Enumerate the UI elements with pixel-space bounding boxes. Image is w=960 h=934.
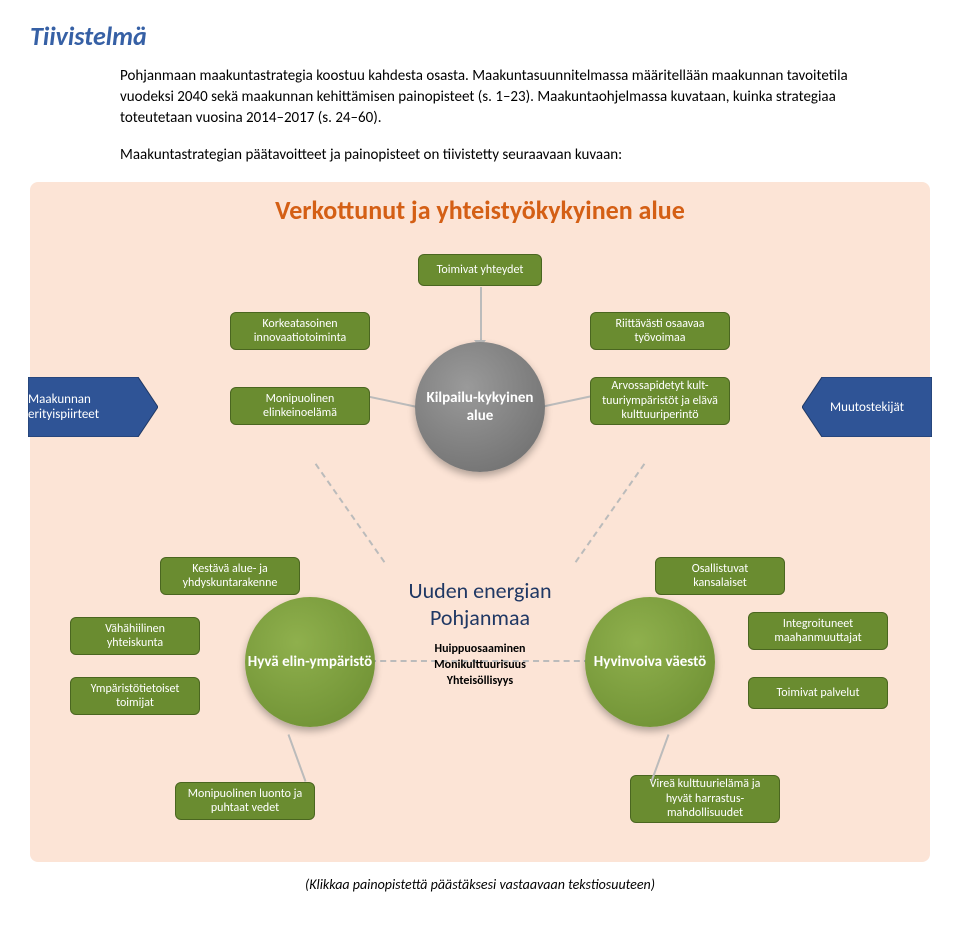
pill-lowcarbon[interactable]: Vähähiilinen yhteiskunta: [70, 617, 200, 655]
connector-line: [480, 287, 482, 342]
hub-environment[interactable]: Hyvä elin-ympäristö: [245, 597, 375, 727]
connector-dash: [315, 463, 385, 562]
center-line-2: Monikulttuurisuus: [420, 658, 540, 672]
arrow-left-label: Maakunnan erityispiirteet: [28, 392, 158, 422]
hub-population[interactable]: Hyvinvoiva väestö: [585, 597, 715, 727]
pill-nature[interactable]: Monipuolinen luonto ja puhtaat vedet: [175, 782, 315, 820]
pill-innovation[interactable]: Korkeatasoinen innovaatiotoiminta: [230, 312, 370, 350]
pill-connections[interactable]: Toimivat yhteydet: [418, 254, 542, 286]
pill-workforce[interactable]: Riittävästi osaavaa työvoimaa: [590, 312, 730, 350]
center-line-1: Huippuosaaminen: [420, 642, 540, 656]
pill-business[interactable]: Monipuolinen elinkeinoelämä: [230, 387, 370, 425]
arrow-left-traits: Maakunnan erityispiirteet: [28, 377, 158, 437]
footer-note: (Klikkaa painopistettä päästäksesi vasta…: [30, 876, 930, 893]
page-title: Tiivistelmä: [30, 20, 930, 52]
pill-culture-env[interactable]: Arvossapidetyt kult-tuuriympäristöt ja e…: [590, 377, 730, 425]
pill-immigrants[interactable]: Integroituneet maahanmuuttajat: [748, 612, 888, 650]
center-title: Uuden energian Pohjanmaa: [380, 577, 580, 631]
connector-line: [288, 734, 307, 782]
connector-dash: [575, 463, 645, 562]
intro-text-2: Maakuntastrategian päätavoitteet ja pain…: [120, 145, 880, 166]
arrow-right-label: Muutostekijät: [830, 400, 904, 415]
main-heading: Verkottunut ja yhteistyökykyinen alue: [30, 194, 930, 226]
pill-culture-life[interactable]: Vireä kulttuurielämä ja hyvät harrastus-…: [630, 775, 780, 823]
pill-structure[interactable]: Kestävä alue- ja yhdyskuntarakenne: [160, 557, 300, 595]
pill-citizens[interactable]: Osallistuvat kansalaiset: [655, 557, 785, 595]
hub-competitive[interactable]: Kilpailu-kykyinen alue: [415, 342, 545, 472]
diagram-canvas: Verkottunut ja yhteistyökykyinen alue To…: [30, 182, 930, 862]
center-line-3: Yhteisöllisyys: [420, 674, 540, 688]
arrow-right-changes: Muutostekijät: [802, 377, 932, 437]
pill-services[interactable]: Toimivat palvelut: [748, 677, 888, 709]
intro-text-1: Pohjanmaan maakuntastrategia koostuu kah…: [120, 66, 880, 129]
pill-env-actors[interactable]: Ympäristötietoiset toimijat: [70, 677, 200, 715]
